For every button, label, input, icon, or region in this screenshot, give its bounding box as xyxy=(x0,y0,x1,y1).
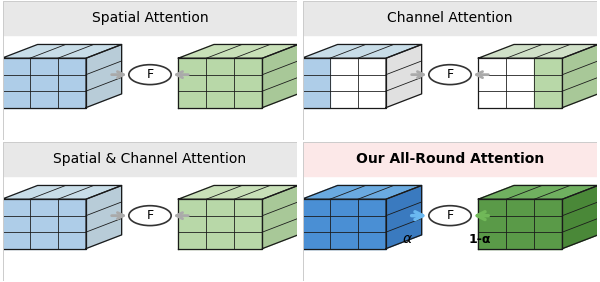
Text: F: F xyxy=(446,68,454,81)
Circle shape xyxy=(129,206,171,226)
Polygon shape xyxy=(262,45,298,107)
Polygon shape xyxy=(2,58,86,107)
Text: Spatial & Channel Attention: Spatial & Channel Attention xyxy=(53,152,247,166)
Polygon shape xyxy=(178,45,298,58)
Text: Our All-Round Attention: Our All-Round Attention xyxy=(356,152,544,166)
Polygon shape xyxy=(178,58,262,107)
Polygon shape xyxy=(535,58,562,107)
Polygon shape xyxy=(178,199,262,248)
Text: α: α xyxy=(403,232,412,246)
Polygon shape xyxy=(302,199,386,248)
Polygon shape xyxy=(562,186,598,248)
Polygon shape xyxy=(478,45,598,58)
Text: F: F xyxy=(146,68,154,81)
Circle shape xyxy=(429,65,471,85)
Polygon shape xyxy=(2,199,86,248)
Polygon shape xyxy=(302,186,422,199)
Circle shape xyxy=(129,65,171,85)
Polygon shape xyxy=(478,186,598,199)
Text: 1-α: 1-α xyxy=(468,233,491,246)
Polygon shape xyxy=(3,1,297,35)
Text: F: F xyxy=(146,209,154,222)
Polygon shape xyxy=(303,142,597,176)
Polygon shape xyxy=(86,186,122,248)
Polygon shape xyxy=(386,186,422,248)
Text: Channel Attention: Channel Attention xyxy=(387,11,513,25)
Text: Spatial Attention: Spatial Attention xyxy=(92,11,208,25)
Polygon shape xyxy=(302,58,386,107)
Polygon shape xyxy=(562,45,598,107)
Polygon shape xyxy=(3,142,297,176)
Polygon shape xyxy=(302,58,330,107)
Polygon shape xyxy=(262,186,298,248)
Polygon shape xyxy=(2,186,122,199)
Polygon shape xyxy=(86,45,122,107)
Polygon shape xyxy=(178,186,298,199)
Text: F: F xyxy=(446,209,454,222)
Circle shape xyxy=(429,206,471,226)
Polygon shape xyxy=(478,199,562,248)
Polygon shape xyxy=(2,45,122,58)
Polygon shape xyxy=(303,1,597,35)
Polygon shape xyxy=(478,58,562,107)
Polygon shape xyxy=(302,45,422,58)
Polygon shape xyxy=(386,45,422,107)
